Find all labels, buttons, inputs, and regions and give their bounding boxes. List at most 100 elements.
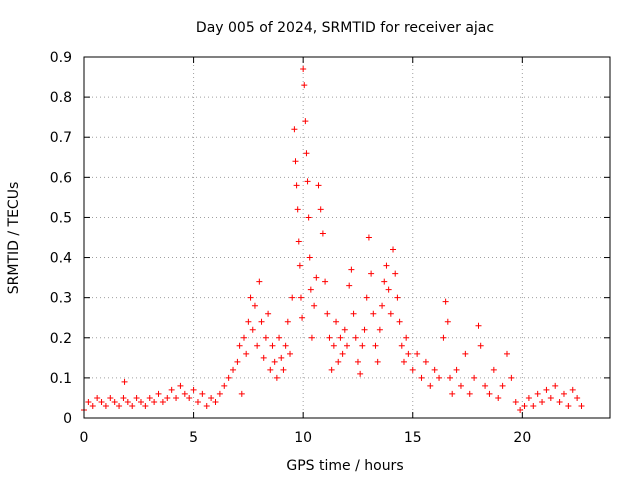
data-point [265, 310, 272, 317]
data-point [291, 126, 298, 133]
data-point [543, 386, 550, 393]
data-point [449, 390, 456, 397]
data-point [301, 82, 308, 89]
data-point [116, 402, 123, 409]
data-point [289, 294, 296, 301]
data-point [427, 382, 434, 389]
y-tick-label: 0.1 [50, 371, 72, 387]
data-point [359, 342, 366, 349]
data-point [307, 286, 314, 293]
data-point [574, 394, 581, 401]
data-point [137, 398, 144, 405]
data-point [295, 238, 302, 245]
data-point [177, 382, 184, 389]
data-point [569, 386, 576, 393]
data-point [414, 350, 421, 357]
data-point [267, 366, 274, 373]
data-point [337, 334, 344, 341]
data-point [317, 206, 324, 213]
data-point [578, 402, 585, 409]
y-tick-label: 0.9 [50, 50, 72, 66]
data-point [418, 374, 425, 381]
data-point [159, 398, 166, 405]
data-point [477, 342, 484, 349]
data-point [238, 390, 245, 397]
data-point [361, 326, 368, 333]
data-point [146, 394, 153, 401]
y-tick-label: 0.2 [50, 331, 72, 347]
data-point [296, 262, 303, 269]
data-point [280, 366, 287, 373]
data-point [262, 334, 269, 341]
data-point [133, 394, 140, 401]
data-point [151, 398, 158, 405]
data-point [471, 374, 478, 381]
data-point [245, 318, 252, 325]
data-point [409, 366, 416, 373]
x-tick-label: 20 [513, 430, 531, 446]
data-point [462, 350, 469, 357]
data-point [282, 342, 289, 349]
data-point [120, 394, 127, 401]
data-point [394, 294, 401, 301]
x-tick-label: 0 [80, 430, 89, 446]
data-point [372, 342, 379, 349]
y-tick-label: 0.7 [50, 130, 72, 146]
data-point [339, 350, 346, 357]
data-point [129, 402, 136, 409]
data-point [508, 374, 515, 381]
y-tick-label: 0.3 [50, 291, 72, 307]
data-point [374, 358, 381, 365]
data-point [560, 390, 567, 397]
data-point [287, 350, 294, 357]
data-point [534, 390, 541, 397]
data-point [357, 370, 364, 377]
data-point [294, 206, 301, 213]
y-tick-label: 0 [63, 411, 72, 427]
data-point [155, 390, 162, 397]
data-point [234, 358, 241, 365]
data-point [297, 294, 304, 301]
data-point [124, 398, 131, 405]
axis-ticks [83, 56, 610, 419]
data-point [225, 374, 232, 381]
data-point [299, 314, 306, 321]
data-point [269, 342, 276, 349]
data-point [278, 354, 285, 361]
data-point [335, 358, 342, 365]
data-point [328, 366, 335, 373]
data-point [240, 334, 247, 341]
data-point [271, 358, 278, 365]
data-point [396, 318, 403, 325]
data-point [164, 394, 171, 401]
data-point [221, 382, 228, 389]
data-point [216, 390, 223, 397]
data-point [453, 366, 460, 373]
data-point [142, 402, 149, 409]
data-point [398, 342, 405, 349]
data-point [495, 394, 502, 401]
data-point [243, 350, 250, 357]
data-point [547, 394, 554, 401]
data-point [107, 394, 114, 401]
data-point [387, 310, 394, 317]
data-point [313, 274, 320, 281]
data-point [352, 334, 359, 341]
x-tick-label: 15 [404, 430, 422, 446]
data-point [208, 394, 215, 401]
data-point [552, 382, 559, 389]
data-point [319, 230, 326, 237]
data-point [422, 358, 429, 365]
data-point [304, 178, 311, 185]
data-point [521, 402, 528, 409]
data-point [365, 234, 372, 241]
data-points [81, 66, 585, 413]
data-point [322, 278, 329, 285]
x-tick-label: 10 [294, 430, 312, 446]
x-axis-label: GPS time / hours [286, 458, 403, 474]
data-point [102, 402, 109, 409]
data-point [212, 398, 219, 405]
y-axis-label: SRMTID / TECUs [6, 182, 22, 295]
data-point [368, 270, 375, 277]
data-point [111, 398, 118, 405]
